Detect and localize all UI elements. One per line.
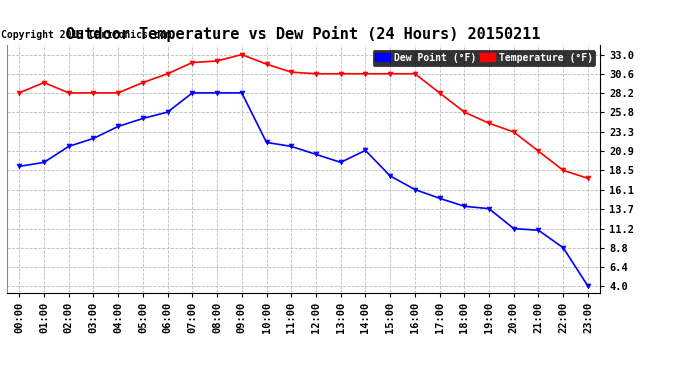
Title: Outdoor Temperature vs Dew Point (24 Hours) 20150211: Outdoor Temperature vs Dew Point (24 Hou… — [66, 27, 541, 42]
Text: Copyright 2015 Cartronics.com: Copyright 2015 Cartronics.com — [1, 30, 171, 40]
Legend: Dew Point (°F), Temperature (°F): Dew Point (°F), Temperature (°F) — [373, 50, 595, 66]
